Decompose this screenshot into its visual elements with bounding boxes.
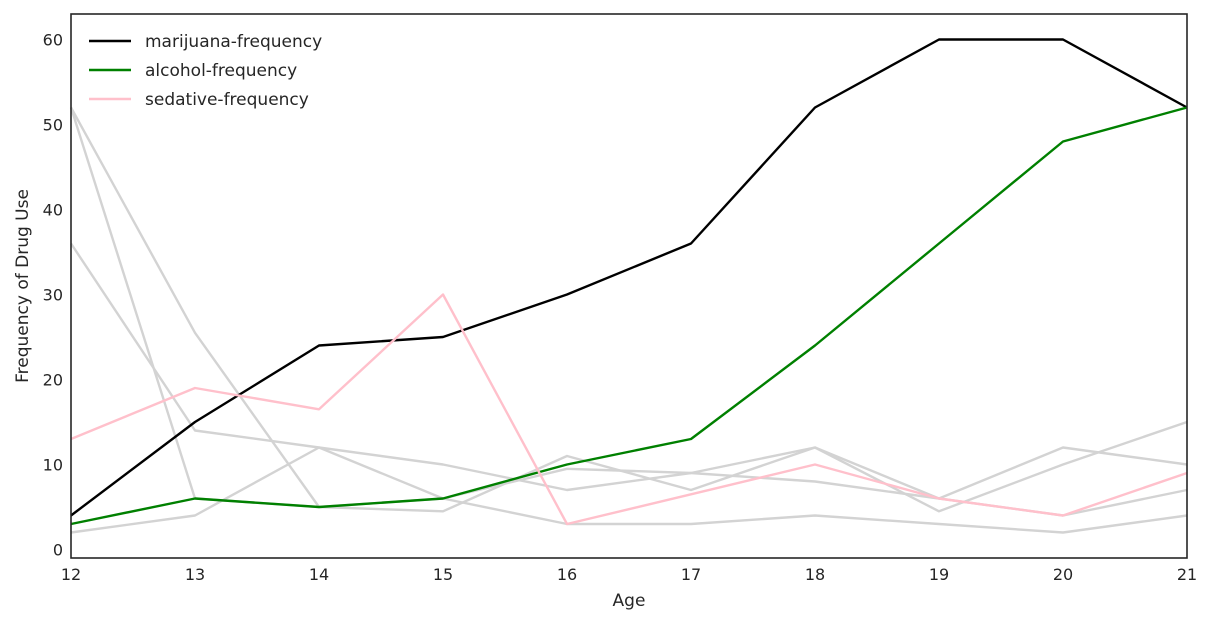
x-tick-labels: 12 13 14 15 16 17 18 19 20 21 bbox=[61, 565, 1197, 584]
y-tick-label: 10 bbox=[43, 456, 63, 475]
x-tick-label: 12 bbox=[61, 565, 81, 584]
y-tick-label: 40 bbox=[43, 201, 63, 220]
x-tick-label: 19 bbox=[929, 565, 949, 584]
x-tick-label: 17 bbox=[681, 565, 701, 584]
legend-label-sedative-frequency: sedative-frequency bbox=[145, 90, 309, 110]
series-line-gray-2 bbox=[69, 106, 1188, 513]
series-line-gray-1 bbox=[69, 242, 1188, 513]
y-tick-label: 30 bbox=[43, 286, 63, 305]
x-tick-label: 14 bbox=[309, 565, 329, 584]
series-layer bbox=[69, 38, 1188, 534]
y-tick-label: 0 bbox=[53, 541, 63, 560]
x-tick-label: 15 bbox=[433, 565, 453, 584]
legend-label-alcohol-frequency: alcohol-frequency bbox=[145, 61, 297, 81]
y-tick-labels: 0 10 20 30 40 50 60 bbox=[43, 31, 63, 560]
legend: marijuana-frequency alcohol-frequency seda… bbox=[89, 32, 322, 110]
series-line-gray-4 bbox=[70, 446, 1188, 534]
series-line-marijuana-frequency bbox=[70, 38, 1188, 517]
y-axis-label: Frequency of Drug Use bbox=[13, 189, 33, 383]
x-tick-label: 21 bbox=[1177, 565, 1197, 584]
series-line-alcohol-frequency bbox=[70, 106, 1188, 526]
x-tick-label: 16 bbox=[557, 565, 577, 584]
legend-label-marijuana-frequency: marijuana-frequency bbox=[145, 32, 322, 52]
plot-frame bbox=[70, 13, 1188, 559]
x-tick-label: 13 bbox=[185, 565, 205, 584]
series-line-gray-3 bbox=[69, 107, 1188, 517]
y-tick-label: 20 bbox=[43, 371, 63, 390]
y-tick-label: 60 bbox=[43, 31, 63, 50]
y-tick-label: 50 bbox=[43, 116, 63, 135]
x-tick-label: 20 bbox=[1053, 565, 1073, 584]
series-line-sedative-frequency bbox=[70, 293, 1188, 526]
x-tick-label: 18 bbox=[805, 565, 825, 584]
x-axis-label: Age bbox=[613, 591, 646, 611]
